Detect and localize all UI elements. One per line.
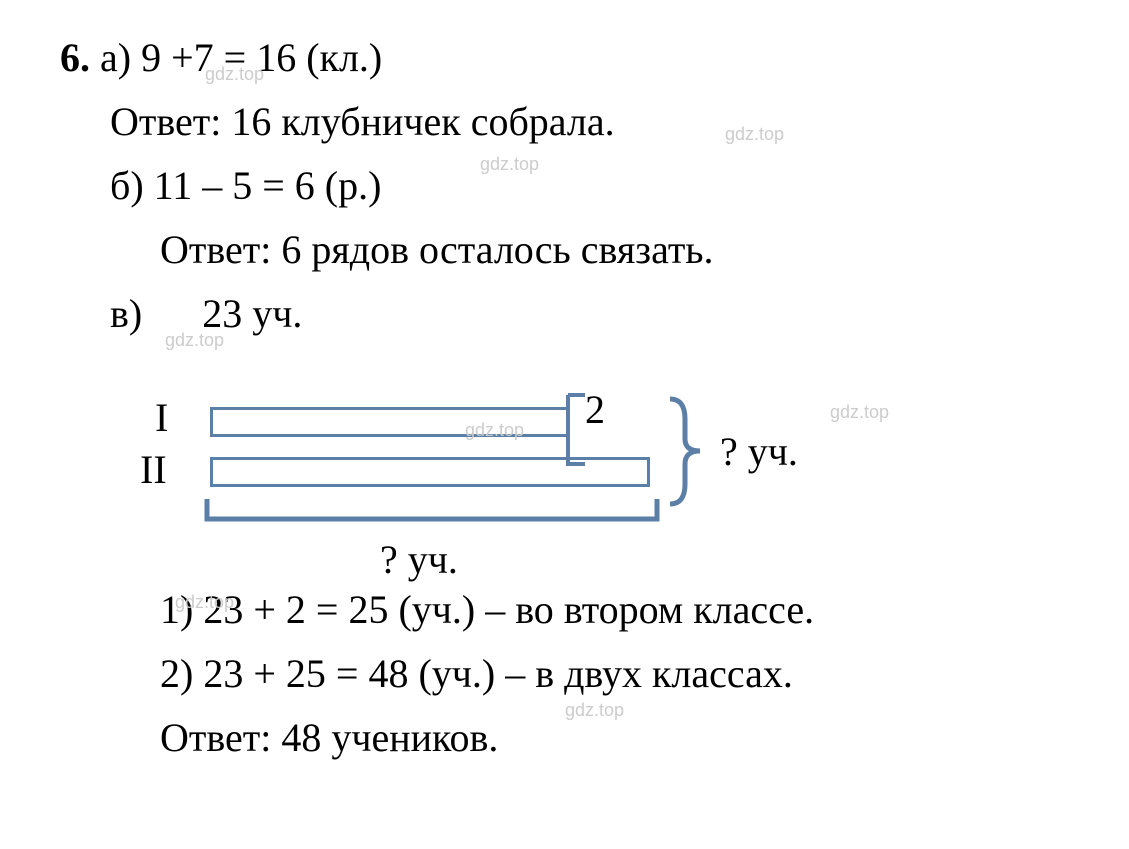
part-a-equation: а) 9 +7 = 16 (кл.) <box>100 35 382 80</box>
diagram-container: I II 2 ? уч. ? уч. <box>110 352 1069 572</box>
line-c-step2: 2) 23 + 25 = 48 (уч.) – в двух классах. <box>60 646 1069 702</box>
line-c-label: в) 23 уч. <box>60 286 1069 342</box>
roman-two-label: II <box>140 442 167 498</box>
bar-one <box>210 407 570 437</box>
small-bracket-top <box>565 392 590 470</box>
line-b-answer: Ответ: 6 рядов осталось связать. <box>60 222 1069 278</box>
part-b-equation: б) 11 – 5 = 6 (р.) <box>110 163 381 208</box>
bottom-bracket <box>202 494 667 529</box>
roman-one-label: I <box>155 390 168 446</box>
right-curly-bracket <box>665 394 715 509</box>
line-c-step1: 1) 23 + 2 = 25 (уч.) – во втором классе. <box>60 582 1069 638</box>
line-b-equation: б) 11 – 5 = 6 (р.) <box>60 158 1069 214</box>
line-c-answer: Ответ: 48 учеников. <box>60 710 1069 766</box>
problem-number: 6. <box>60 35 90 80</box>
question-bottom: ? уч. <box>380 532 458 588</box>
line-a-answer: Ответ: 16 клубничек собрала. <box>60 94 1069 150</box>
part-c-label: в) <box>110 291 142 336</box>
line-a-equation: 6. а) 9 +7 = 16 (кл.) <box>60 30 1069 86</box>
part-c-top-value: 23 уч. <box>202 291 302 336</box>
question-right: ? уч. <box>720 424 798 480</box>
